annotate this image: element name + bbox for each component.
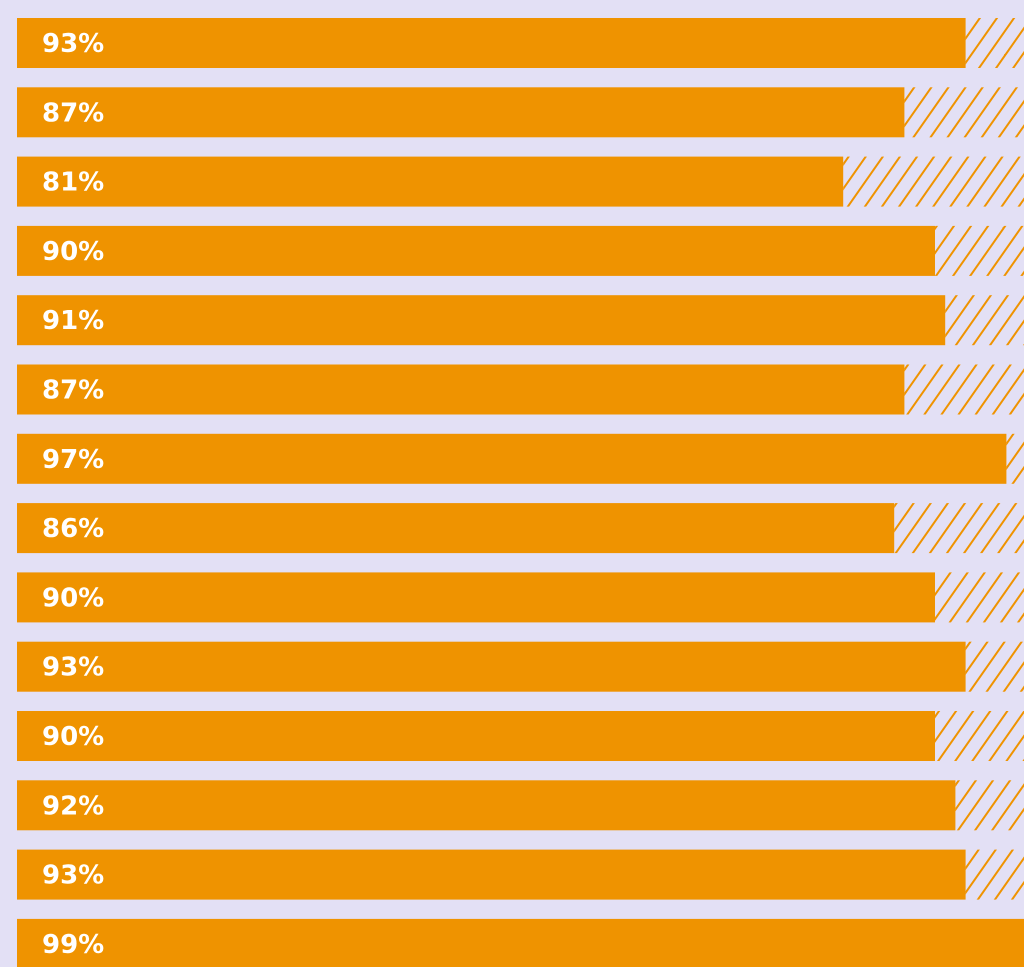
bar-value-label: 93%: [42, 861, 104, 891]
bar: [17, 18, 966, 68]
bar: [17, 156, 844, 207]
bar-remainder: [965, 849, 1024, 900]
bar: [17, 433, 1007, 484]
bar-value-label: 97%: [42, 445, 104, 475]
bar: [17, 364, 905, 415]
bar: [17, 780, 956, 831]
bar: [17, 87, 905, 138]
bar-remainder: [843, 156, 1024, 207]
bar-value-label: 93%: [42, 29, 104, 59]
bar: [17, 225, 935, 276]
bar: [17, 918, 1024, 967]
bar-remainder: [1006, 433, 1024, 484]
bar-value-label: 87%: [42, 376, 104, 406]
bar-remainder: [904, 87, 1024, 138]
bar-remainder: [904, 364, 1024, 415]
bar-remainder: [935, 225, 1024, 276]
bar-value-label: 81%: [42, 168, 104, 198]
bar-remainder: [965, 641, 1024, 692]
bar-remainder: [894, 503, 1024, 554]
bar-value-label: 87%: [42, 98, 104, 128]
bar-value-label: 92%: [42, 791, 104, 821]
bar-remainder: [935, 572, 1024, 623]
bar-value-label: 91%: [42, 306, 104, 336]
bar: [17, 641, 966, 692]
bar-value-label: 90%: [42, 722, 104, 752]
bar: [17, 711, 935, 761]
bar: [17, 295, 946, 346]
bar: [17, 503, 895, 554]
bar-remainder: [965, 18, 1024, 68]
bar-remainder: [955, 780, 1024, 831]
bars-group: 93% 87% 81% 90% 91% 87% 97% 86% 90% 93% 90% 92% 93% 9…: [17, 18, 1024, 967]
bar-value-label: 90%: [42, 237, 104, 267]
bar-value-label: 90%: [42, 583, 104, 613]
bar-value-label: 93%: [42, 653, 104, 683]
bar: [17, 572, 935, 623]
bar-remainder: [935, 711, 1024, 761]
bar-remainder: [945, 295, 1024, 346]
bar-value-label: 99%: [42, 930, 104, 960]
bar-value-label: 86%: [42, 514, 104, 544]
bar: [17, 849, 966, 900]
